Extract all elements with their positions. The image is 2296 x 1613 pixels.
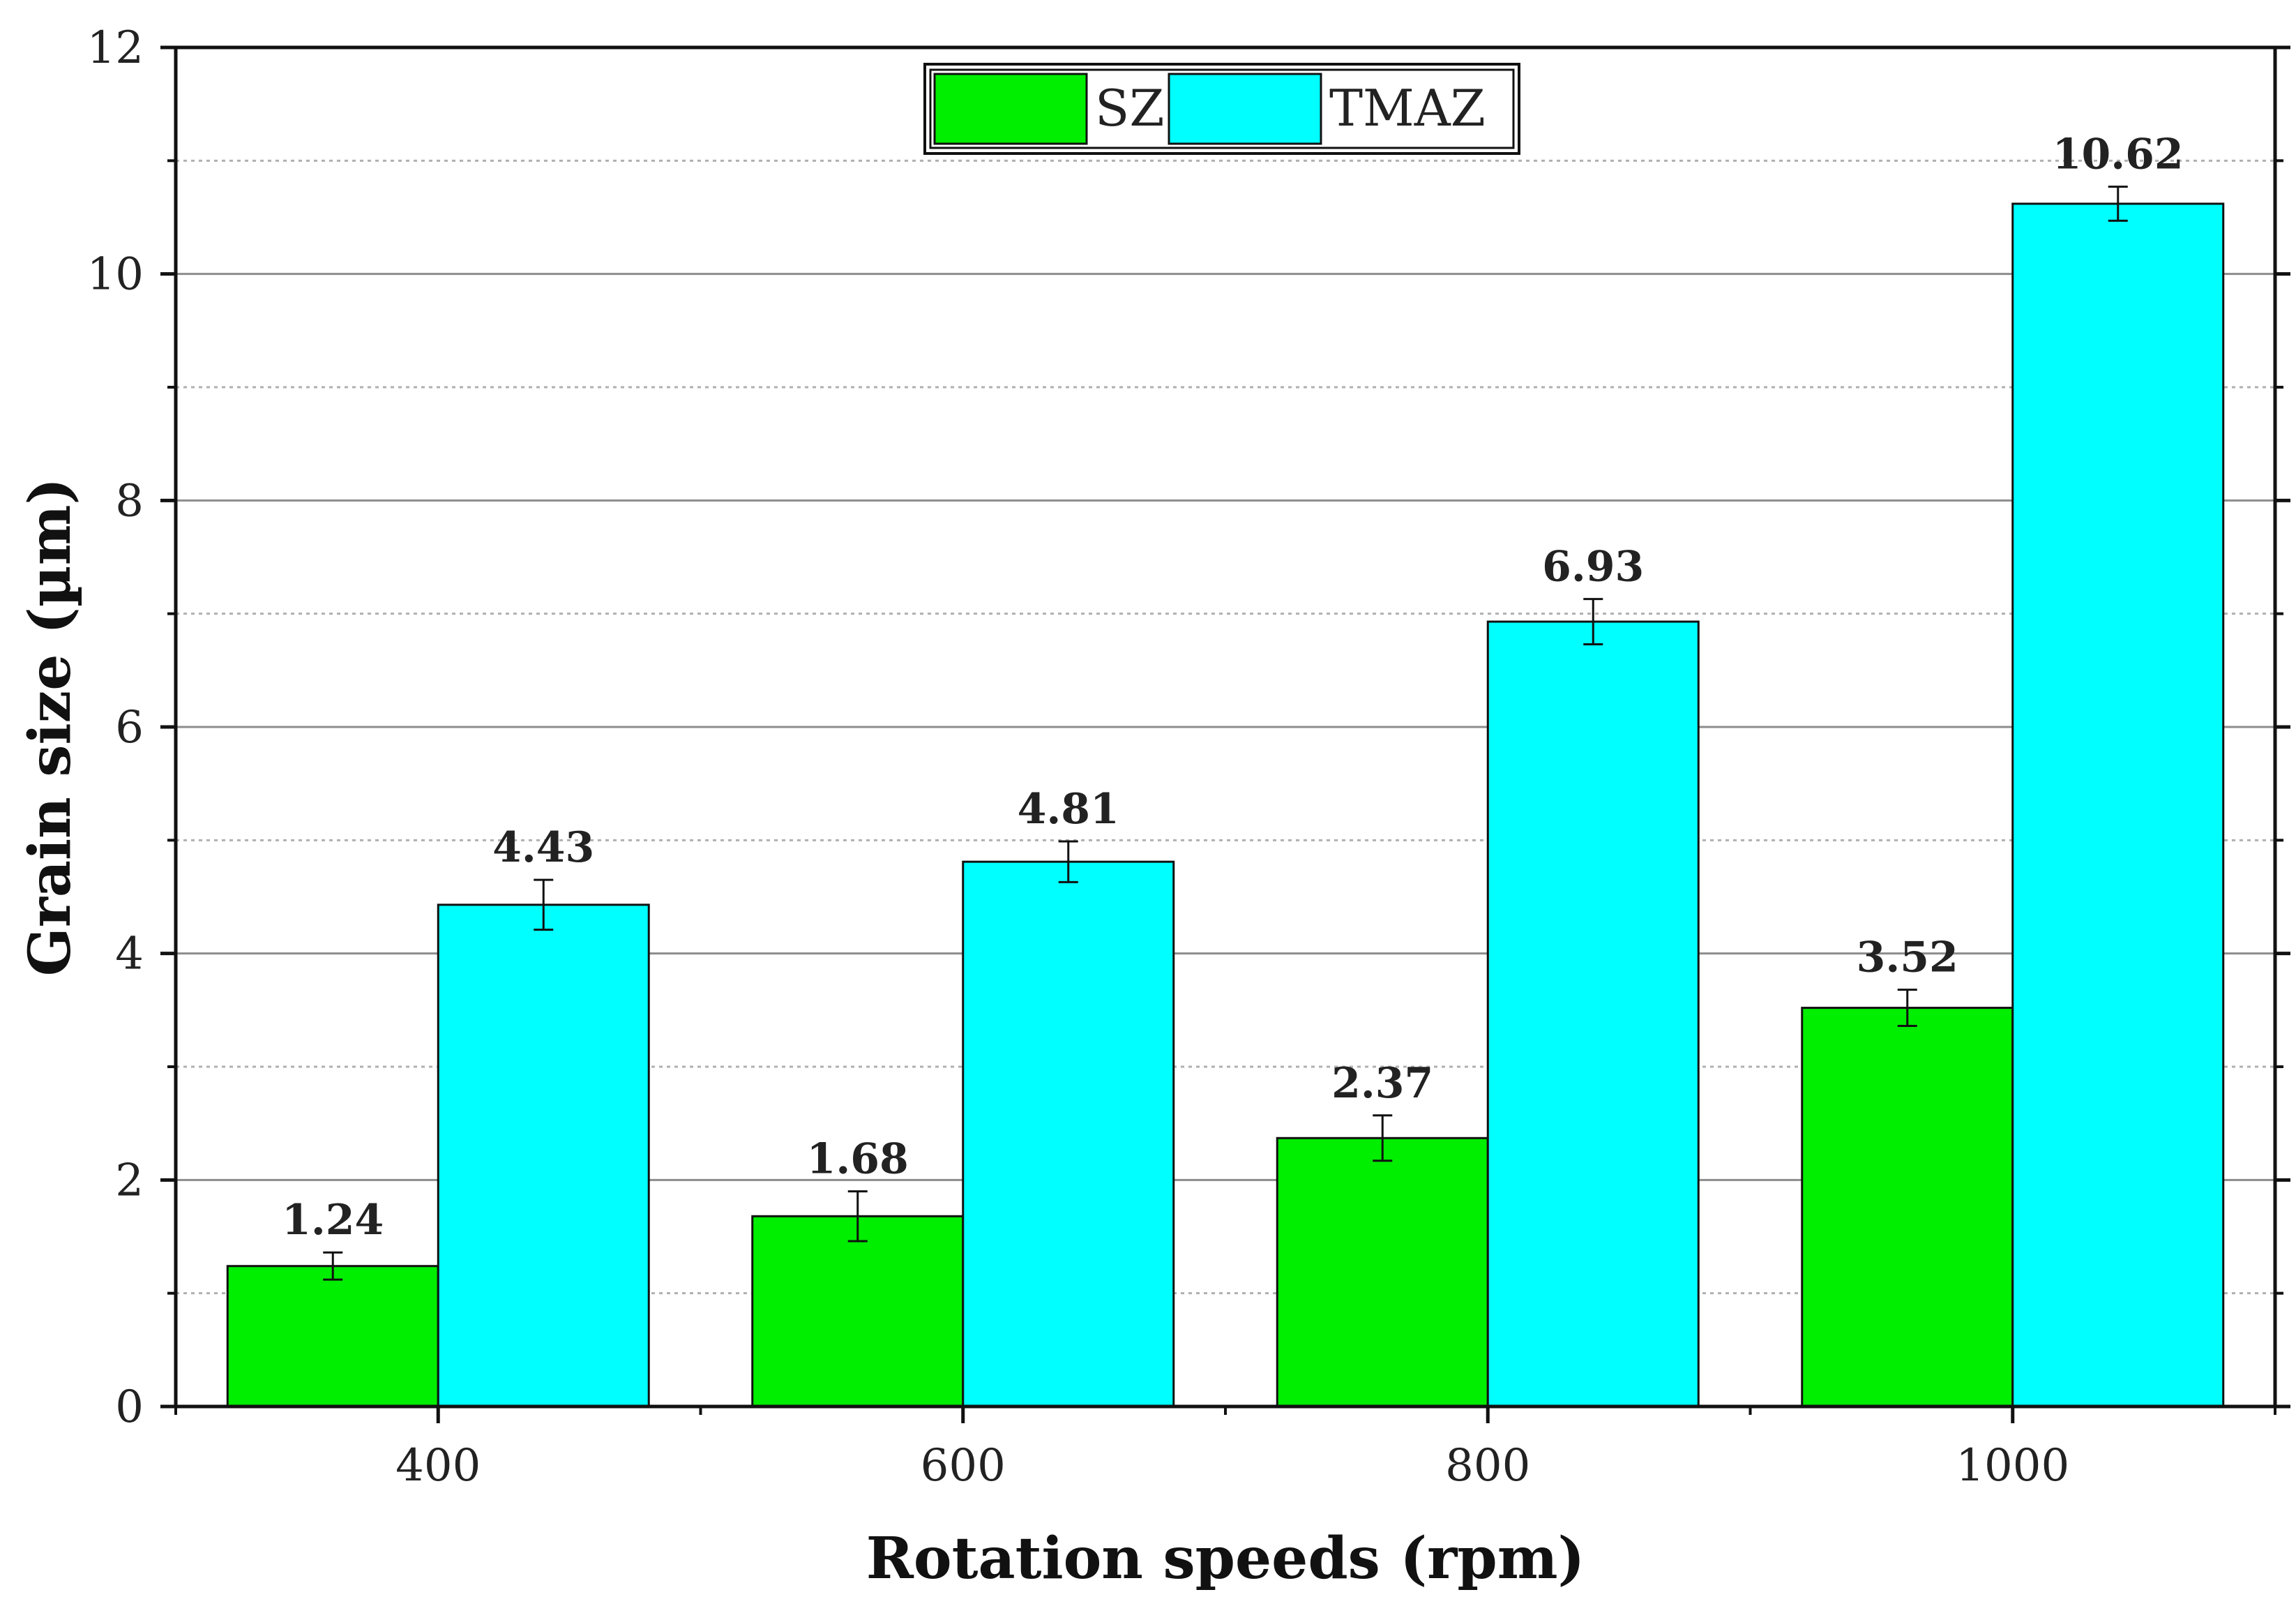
x-tick-label: 600 [921,1440,1006,1492]
y-tick-label: 8 [115,475,144,527]
y-axis-title: Grain size (µm) [17,478,84,977]
bar-tmaz-1000 [2011,202,2225,1408]
data-labels: 1.24 4.43 1.68 4.81 2.37 6.93 3.52 10.62 [282,130,2184,1245]
x-tick-label: 1000 [1956,1440,2069,1492]
y-tick-label: 6 [115,702,144,753]
x-tick-label: 400 [395,1440,481,1492]
y-tick-label: 10 [87,249,144,301]
data-label-tmaz-400: 4.43 [492,823,594,872]
bar-sz-600 [751,1215,965,1408]
y-tick-label: 12 [87,22,144,74]
x-tick-label: 800 [1445,1440,1530,1492]
axes: 0 2 4 6 8 10 12 400 600 800 1000 [87,22,2290,1492]
legend: SZ TMAZ [923,63,1520,155]
data-label-sz-400: 1.24 [282,1196,384,1245]
legend-inner-frame [929,68,1515,149]
bar-tmaz-800 [1486,620,1700,1408]
legend-swatch-tmaz [1168,73,1322,145]
bar-sz-800 [1276,1136,1489,1408]
legend-label-sz: SZ [1095,79,1164,137]
y-tick-label: 0 [115,1381,144,1433]
data-label-tmaz-800: 6.93 [1542,543,1644,592]
x-axis-title: Rotation speeds (rpm) [866,1525,1585,1592]
bars [226,186,2225,1408]
y-tick-label: 4 [115,929,144,980]
bar-tmaz-600 [962,860,1175,1408]
data-label-sz-1000: 3.52 [1857,933,1958,982]
legend-label-tmaz: TMAZ [1329,79,1486,137]
bar-tmaz-400 [437,903,650,1408]
data-label-tmaz-1000: 10.62 [2053,130,2184,179]
data-label-tmaz-600: 4.81 [1018,785,1119,834]
data-label-sz-800: 2.37 [1331,1059,1433,1108]
legend-swatch-sz [933,73,1088,145]
y-tick-label: 2 [115,1155,144,1206]
bar-sz-400 [226,1265,439,1408]
data-label-sz-600: 1.68 [807,1135,909,1184]
bar-sz-1000 [1801,1007,2014,1408]
